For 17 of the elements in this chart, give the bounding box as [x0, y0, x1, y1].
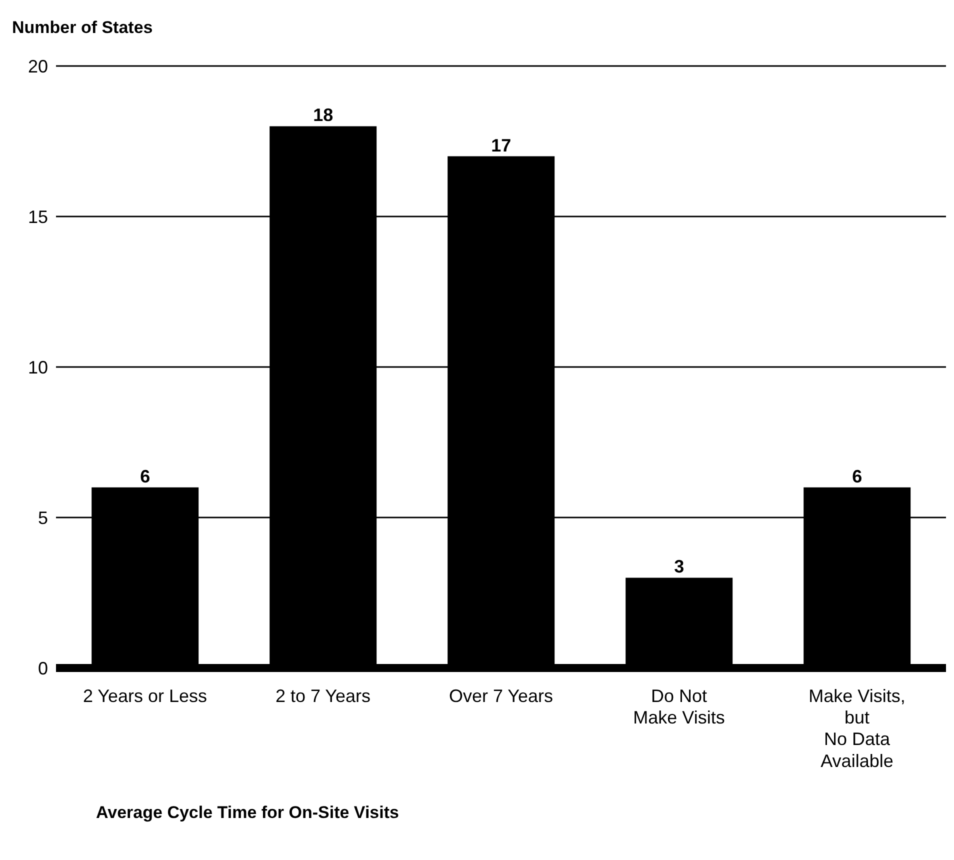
data-label: 6	[852, 466, 862, 486]
y-tick-label: 5	[38, 508, 48, 528]
data-label: 3	[674, 556, 684, 577]
data-label: 18	[313, 105, 334, 126]
x-tick-label: 2 to 7 Years	[275, 686, 371, 706]
x-tick-label: Make Visits, but No Data Available	[808, 686, 906, 771]
y-tick-label: 20	[28, 56, 48, 76]
x-axis-title: Average Cycle Time for On-Site Visits	[96, 803, 399, 823]
data-label: 17	[491, 135, 512, 156]
x-tick-label: Over 7 Years	[448, 686, 554, 706]
data-label: 6	[140, 466, 150, 486]
y-tick-label: 15	[28, 206, 48, 227]
x-tick-label: 2 Years or Less	[82, 686, 208, 706]
y-tick-label: 10	[28, 357, 48, 378]
y-axis-title: Number of States	[12, 18, 153, 38]
x-tick-label: Do Not Make Visits	[633, 686, 725, 728]
y-tick-label: 0	[38, 658, 48, 678]
